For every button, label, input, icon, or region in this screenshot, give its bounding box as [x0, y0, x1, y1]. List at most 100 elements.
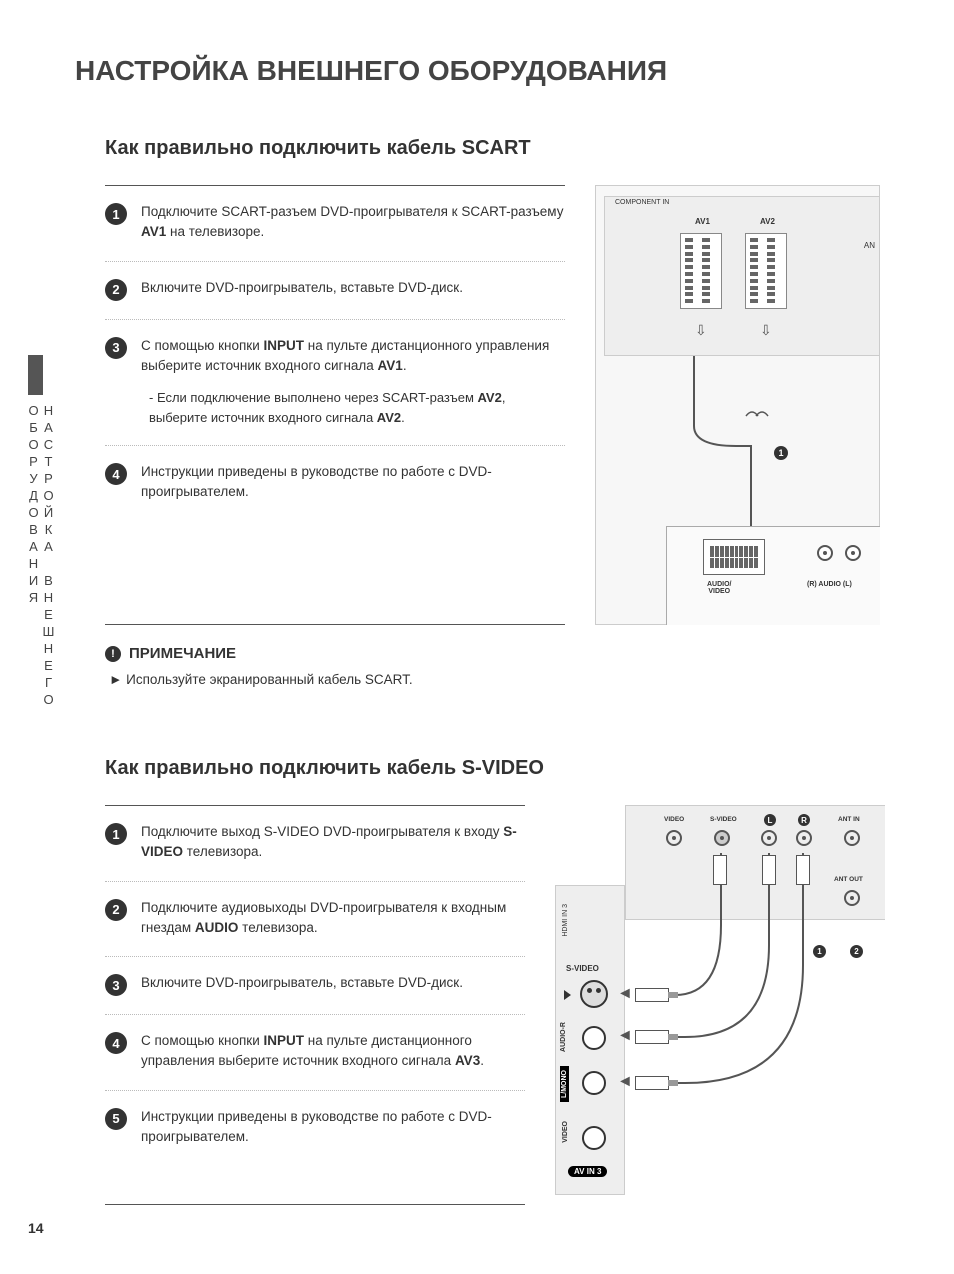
text: телевизора. — [238, 920, 317, 935]
bold: AV3 — [455, 1053, 480, 1068]
plug-icon — [635, 988, 669, 1002]
scart-diagram: COMPONENT IN AV1 AV2 ⇩ ⇩ AN — [595, 185, 914, 625]
step-number-icon: 3 — [105, 974, 127, 996]
svideo-diagram-box: VIDEO S-VIDEO L R ANT IN ANT OUT HDMI IN… — [555, 805, 885, 1205]
text: . — [480, 1053, 484, 1068]
lmono-label: L/MONO — [560, 1066, 569, 1102]
scart-step-2: 2 Включите DVD-проигрыватель, вставьте D… — [105, 262, 565, 320]
triangle-icon — [564, 990, 571, 1000]
step-text: Подключите SCART-разъем DVD-проигрывател… — [141, 202, 565, 243]
side-tab-text: НАСТРОЙКА ВНЕШНЕГО ОБОРУДОВАНИЯ — [26, 403, 56, 835]
text: . — [401, 410, 405, 425]
svideo-title: Как правильно подключить кабель S-VIDEO — [105, 757, 914, 780]
arrow-icon: ◄ — [617, 1027, 633, 1045]
svideo-step-1: 1 Подключите выход S-VIDEO DVD-проигрыва… — [105, 806, 525, 882]
step-number-icon: 4 — [105, 463, 127, 485]
jack-icon — [761, 830, 777, 846]
scart-diagram-box: COMPONENT IN AV1 AV2 ⇩ ⇩ AN — [595, 185, 880, 625]
jack-icon — [666, 830, 682, 846]
bold: AUDIO — [195, 920, 239, 935]
video-label: VIDEO — [664, 816, 684, 823]
cable-badge-1: 1 — [813, 945, 826, 958]
svideo-side-label: S-VIDEO — [566, 964, 599, 973]
step-text: Включите DVD-проигрыватель, вставьте DVD… — [141, 973, 463, 996]
plug-icon — [713, 855, 727, 885]
plug-icon — [796, 855, 810, 885]
video-side-label: VIDEO — [562, 1121, 569, 1143]
text: - Если подключение выполнено через SCART… — [149, 390, 478, 405]
scart-step-3: 3 С помощью кнопки INPUT на пульте диста… — [105, 320, 565, 447]
svideo-step-4: 4 С помощью кнопки INPUT на пульте диста… — [105, 1015, 525, 1091]
jack-icon — [844, 890, 860, 906]
bold: AV1 — [141, 224, 166, 239]
audio-jack-icon — [582, 1071, 606, 1095]
ant-out-label: ANT OUT — [834, 876, 863, 883]
l-badge: L — [764, 814, 776, 826]
bold: INPUT — [264, 1033, 305, 1048]
video-jack-icon — [582, 1126, 606, 1150]
tv-side-panel: HDMI IN 3 S-VIDEO AUDIO-R L/MONO VIDEO A… — [555, 885, 625, 1195]
side-tab-block — [28, 355, 43, 395]
ant-in-label: ANT IN — [838, 816, 860, 823]
rca-jack-icon — [845, 545, 861, 561]
step-text: Инструкции приведены в руководстве по ра… — [141, 1107, 525, 1148]
svideo-step-5: 5 Инструкции приведены в руководстве по … — [105, 1091, 525, 1166]
scart-title: Как правильно подключить кабель SCART — [105, 137, 914, 160]
plug-icon — [762, 855, 776, 885]
text: С помощью кнопки — [141, 1033, 264, 1048]
svideo-diagram: VIDEO S-VIDEO L R ANT IN ANT OUT HDMI IN… — [555, 805, 914, 1205]
page: НАСТРОЙКА ВНЕШНЕГО ОБОРУДОВАНИЯ НАСТРОЙК… — [0, 0, 954, 1274]
jack-icon — [796, 830, 812, 846]
step-number-icon: 3 — [105, 337, 127, 359]
audio-video-label: AUDIO/ VIDEO — [707, 581, 732, 595]
svideo-step-3: 3 Включите DVD-проигрыватель, вставьте D… — [105, 957, 525, 1015]
bold: AV2 — [478, 390, 502, 405]
step-text: Включите DVD-проигрыватель, вставьте DVD… — [141, 278, 463, 301]
r-badge: R — [798, 814, 810, 826]
avin3-badge: AV IN 3 — [568, 1166, 607, 1177]
note-box: ! ПРИМЕЧАНИЕ ► Используйте экранированны… — [105, 645, 565, 687]
plug-icon — [635, 1076, 669, 1090]
text: Подключите SCART-разъем DVD-проигрывател… — [141, 204, 563, 219]
scart-plug-pins — [710, 546, 758, 568]
text: на телевизоре. — [166, 224, 264, 239]
bold: INPUT — [264, 338, 305, 353]
step-number-icon: 2 — [105, 279, 127, 301]
step-text: Подключите аудиовыходы DVD-проигрывателя… — [141, 898, 525, 939]
bold: AV2 — [377, 410, 401, 425]
step-number-icon: 1 — [105, 823, 127, 845]
step-sub: - Если подключение выполнено через SCART… — [141, 388, 565, 427]
dvd-panel: AUDIO/ VIDEO (R) AUDIO (L) — [666, 526, 880, 625]
svideo-port-icon — [580, 980, 608, 1008]
scart-steps: 1 Подключите SCART-разъем DVD-проигрыват… — [105, 185, 565, 625]
step-text: С помощью кнопки INPUT на пульте дистанц… — [141, 336, 565, 428]
step-text: Инструкции приведены в руководстве по ра… — [141, 462, 565, 503]
audio-r-label: AUDIO-R — [560, 1022, 567, 1052]
hdmi-label: HDMI IN 3 — [562, 904, 569, 937]
bold: AV1 — [378, 358, 403, 373]
svideo-steps: 1 Подключите выход S-VIDEO DVD-проигрыва… — [105, 805, 525, 1205]
text: Подключите выход S-VIDEO DVD-проигрывате… — [141, 824, 503, 839]
step-text: С помощью кнопки INPUT на пульте дистанц… — [141, 1031, 525, 1072]
cable-badge-2: 2 — [850, 945, 863, 958]
text: телевизора. — [183, 844, 262, 859]
main-title: НАСТРОЙКА ВНЕШНЕГО ОБОРУДОВАНИЯ — [75, 55, 914, 87]
arrow-icon: ◄ — [617, 985, 633, 1003]
step-number-icon: 2 — [105, 899, 127, 921]
cable-badge-1: 1 — [774, 446, 788, 460]
svideo-step-2: 2 Подключите аудиовыходы DVD-проигрывате… — [105, 882, 525, 958]
arrow-icon: ◄ — [617, 1073, 633, 1091]
page-number: 14 — [28, 1220, 44, 1236]
step-number-icon: 5 — [105, 1108, 127, 1130]
side-tab: НАСТРОЙКА ВНЕШНЕГО ОБОРУДОВАНИЯ — [20, 355, 52, 795]
text: С помощью кнопки — [141, 338, 264, 353]
scart-plug-icon — [703, 539, 765, 575]
text: . — [403, 358, 407, 373]
scart-section: 1 Подключите SCART-разъем DVD-проигрыват… — [105, 185, 914, 625]
svideo-jack-icon — [714, 830, 730, 846]
audio-jack-icon — [582, 1026, 606, 1050]
svideo-label: S-VIDEO — [710, 816, 737, 823]
step-number-icon: 1 — [105, 203, 127, 225]
note-title: ! ПРИМЕЧАНИЕ — [105, 645, 565, 662]
rca-jack-icon — [817, 545, 833, 561]
